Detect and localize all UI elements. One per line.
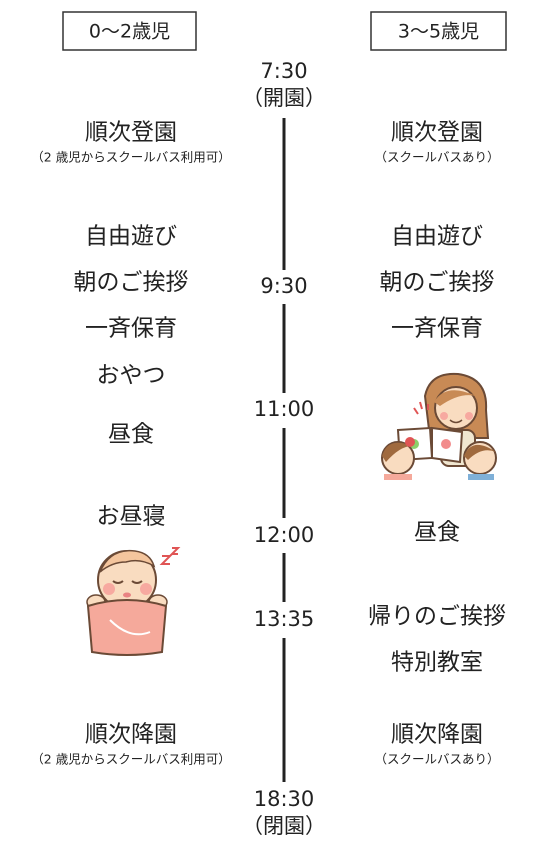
- time-label: 18:30: [254, 787, 315, 811]
- activity: 朝のご挨拶: [74, 270, 189, 296]
- activity: 自由遊び: [391, 224, 483, 250]
- activity: 順次登園: [85, 120, 177, 146]
- activity: 帰りのご挨拶: [368, 604, 506, 630]
- time-label: 11:00: [254, 397, 315, 421]
- header-box: [62, 11, 197, 51]
- activity: 昼食: [108, 422, 154, 448]
- activity-note: （2 歳児からスクールバス利用可）: [31, 150, 230, 165]
- right-column: 順次登園 （スクールバスあり） 自由遊び朝のご挨拶一斉保育昼食帰りのご挨拶特別教室順…: [368, 120, 506, 767]
- left-column: 順次登園 （2 歳児からスクールバス利用可） 自由遊び朝のご挨拶一斉保育おやつ昼食お…: [31, 120, 230, 767]
- activity-note: （スクールバスあり）: [374, 150, 499, 165]
- times: 7:30 （開園） 9:30 11:00 12:00 13:35 18:30 （閉園）: [242, 59, 326, 838]
- teacher-illustration: [381, 372, 497, 480]
- activity: 順次登園: [391, 120, 483, 146]
- activity: おやつ: [97, 363, 166, 389]
- header-right: 3〜5歳児: [398, 21, 479, 43]
- activity: 一斉保育: [85, 316, 177, 342]
- time-note: （閉園）: [242, 814, 326, 838]
- activity: 順次降園: [391, 722, 483, 748]
- activity: 自由遊び: [85, 224, 177, 250]
- header-left: 0〜2歳児: [89, 21, 170, 43]
- header-box: [370, 11, 507, 51]
- activity: お昼寝: [97, 504, 166, 530]
- baby-illustration: [86, 547, 181, 656]
- activity: 一斉保育: [391, 316, 483, 342]
- activity-note: （スクールバスあり）: [374, 752, 499, 767]
- time-note: （開園）: [242, 86, 326, 110]
- activity: 朝のご挨拶: [380, 270, 495, 296]
- activity: 順次降園: [85, 722, 177, 748]
- activity: 昼食: [414, 520, 460, 546]
- time-label: 12:00: [254, 523, 315, 547]
- time-label: 7:30: [260, 59, 307, 83]
- time-label: 9:30: [260, 274, 307, 298]
- activity: 特別教室: [391, 650, 483, 676]
- activity-note: （2 歳児からスクールバス利用可）: [31, 752, 230, 767]
- time-label: 13:35: [254, 607, 315, 631]
